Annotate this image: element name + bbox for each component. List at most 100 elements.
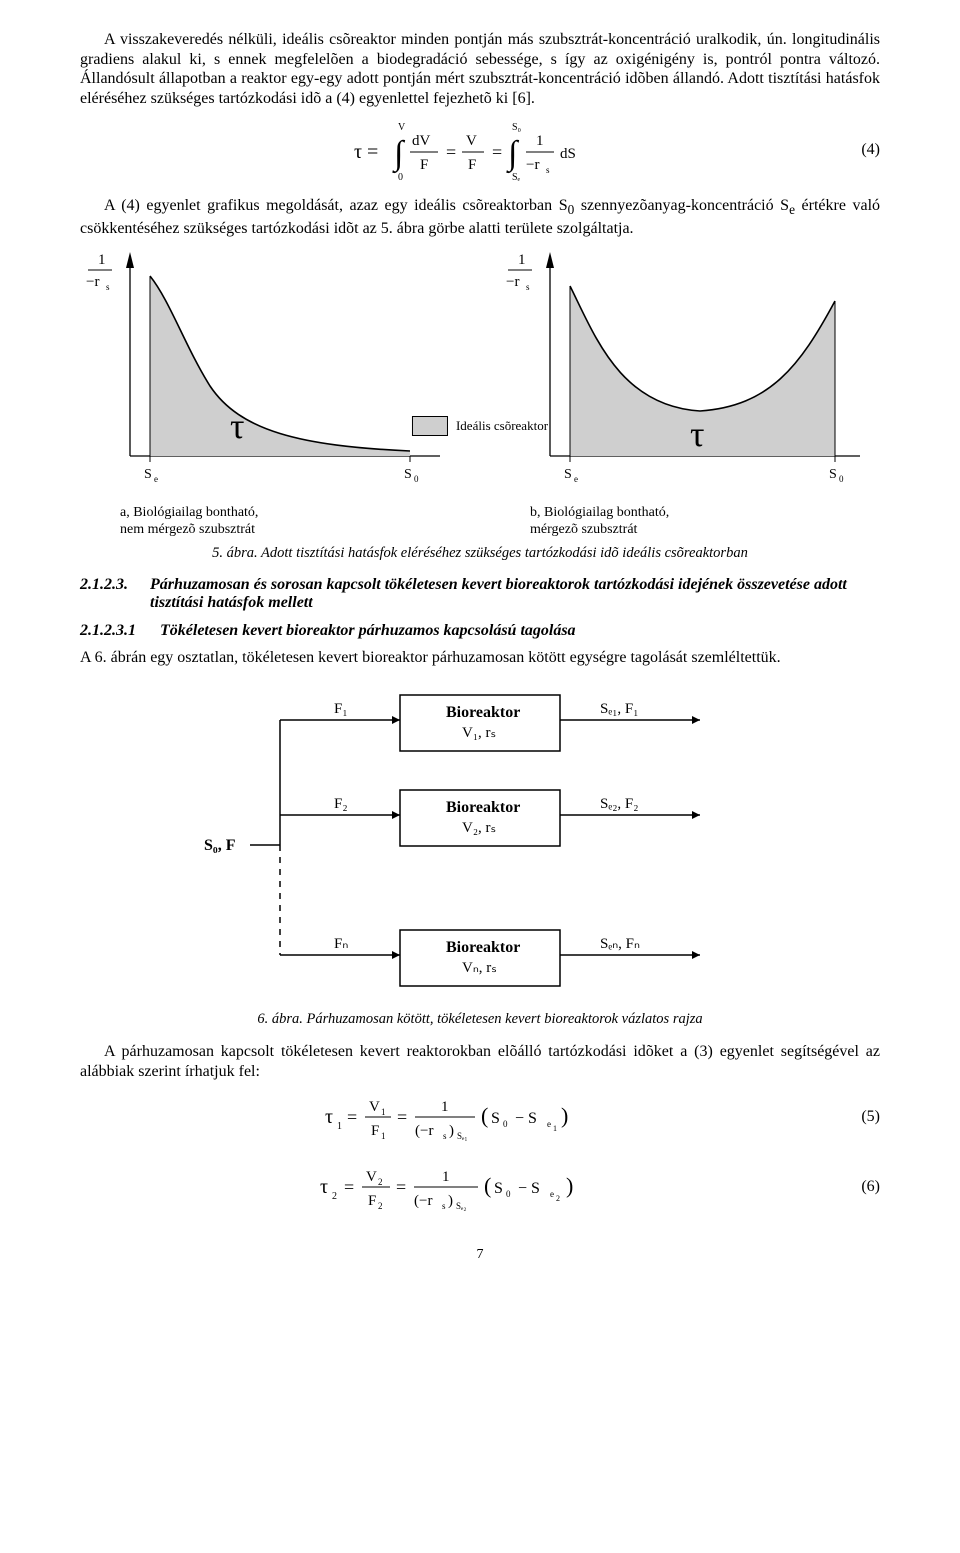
equation-5: τ 1 = V 1 F 1 = 1 (−r s ) Sₑ₁ ( S 0 − S … [80,1087,880,1147]
svg-text:): ) [561,1103,568,1128]
svg-text:τ: τ [230,406,244,446]
svg-text:V₂, rₛ: V₂, rₛ [462,820,496,836]
svg-text:S: S [564,467,572,482]
svg-text:(−r: (−r [415,1123,433,1139]
svg-text:): ) [448,1193,453,1209]
svg-text:(: ( [484,1173,491,1198]
section-2-1-2-3-num: 2.1.2.3. [80,576,150,612]
svg-text:(: ( [481,1103,488,1128]
svg-text:Sₑ₂, F₂: Sₑ₂, F₂ [600,796,639,812]
figure-6: S₀, F F₁ Bioreaktor V₁, rₛ Sₑ₁, F₁ F₂ Bi… [80,675,880,1005]
svg-text:s: s [526,282,530,292]
figure-5-sub-a: a, Biológiailag bontható, nem mérgezõ sz… [80,505,470,539]
svg-text:0: 0 [414,474,419,484]
svg-text:2: 2 [378,1201,383,1211]
figure-5-legend-text: Ideális csõreaktor [456,418,548,434]
svg-text:S: S [404,467,412,482]
svg-text:Vₙ, rₛ: Vₙ, rₛ [462,960,497,976]
svg-text:Sₑ₁, F₁: Sₑ₁, F₁ [600,701,639,717]
svg-text:0: 0 [398,172,403,183]
svg-text:0: 0 [503,1119,508,1129]
svg-text:Sₑ: Sₑ [512,172,521,183]
figure-5-legend: Ideális csõreaktor [412,416,548,436]
svg-text:Sₑₙ, Fₙ: Sₑₙ, Fₙ [600,936,640,952]
legend-swatch-icon [412,416,448,436]
svg-text:S: S [494,1180,503,1197]
svg-text:F: F [420,157,428,173]
svg-text:V: V [366,1169,377,1185]
svg-text:F₁: F₁ [334,701,348,717]
paragraph-2: A (4) egyenlet grafikus megoldását, azaz… [80,196,880,238]
svg-text:Fₙ: Fₙ [334,936,348,952]
svg-text:1: 1 [98,252,106,268]
svg-text:2: 2 [556,1194,560,1203]
svg-text:=: = [344,1177,354,1197]
svg-text:τ =: τ = [354,141,378,163]
svg-text:τ: τ [320,1176,328,1198]
svg-text:V: V [466,133,477,149]
svg-text:s: s [106,282,110,292]
svg-text:dS: dS [560,146,576,162]
svg-text:−r: −r [86,274,99,290]
equation-4: τ = ∫ V 0 dV F = V F = ∫ S₀ Sₑ 1 −r s dS [80,114,880,186]
figure-5-title: 5. ábra. Adott tisztítási hatásfok eléré… [80,545,880,562]
svg-text:s: s [442,1201,446,1211]
section-2-1-2-3-1-text: Tökéletesen kevert bioreaktor párhuzamos… [160,622,880,640]
svg-text:∫: ∫ [506,135,520,174]
paragraph-2-part-b: szennyezõanyag-koncentráció S [574,197,789,214]
svg-text:s: s [546,165,550,175]
svg-text:S: S [144,467,152,482]
svg-text:0: 0 [506,1189,511,1199]
section-2-1-2-3-text: Párhuzamosan és sorosan kapcsolt tökélet… [150,576,880,612]
svg-text:1: 1 [441,1099,449,1115]
svg-text:Sₑ₁: Sₑ₁ [457,1131,467,1141]
svg-text:1: 1 [518,252,526,268]
svg-text:=: = [492,142,502,162]
svg-text:s: s [443,1131,447,1141]
svg-text:τ: τ [325,1106,333,1128]
equation-6-number: (6) [861,1178,880,1196]
svg-text:=: = [397,1107,407,1127]
svg-text:2: 2 [378,1177,383,1187]
svg-text:1: 1 [553,1124,557,1133]
svg-text:F: F [371,1123,379,1139]
svg-text:V: V [398,122,406,133]
svg-text:1: 1 [381,1107,386,1117]
paragraph-3: A 6. ábrán egy osztatlan, tökéletesen ke… [80,648,880,668]
section-2-1-2-3-1-heading: 2.1.2.3.1 Tökéletesen kevert bioreaktor … [80,622,880,640]
svg-text:): ) [449,1123,454,1139]
svg-text:=: = [347,1107,357,1127]
page-number: 7 [80,1247,880,1263]
svg-text:2: 2 [332,1191,337,1202]
svg-text:e: e [550,1189,554,1199]
svg-text:− S: − S [515,1110,537,1127]
svg-text:e: e [154,474,158,484]
svg-text:=: = [396,1177,406,1197]
section-2-1-2-3-1-num: 2.1.2.3.1 [80,622,160,640]
equation-5-number: (5) [861,1108,880,1126]
svg-text:=: = [446,142,456,162]
paragraph-1: A visszakeveredés nélküli, ideális csõre… [80,30,880,108]
svg-text:Bioreaktor: Bioreaktor [446,704,520,721]
paragraph-2-part-a: A (4) egyenlet grafikus megoldását, azaz… [104,197,568,214]
figure-6-title: 6. ábra. Párhuzamosan kötött, tökéletese… [80,1011,880,1028]
svg-text:1: 1 [536,133,544,149]
figure-5-chart-a: 1 −r s τ [80,246,460,496]
svg-text:dV: dV [412,133,431,149]
svg-text:V₁, rₛ: V₁, rₛ [462,725,496,741]
svg-text:1: 1 [381,1131,386,1141]
figure-5-sub-b: b, Biológiailag bontható, mérgezõ szubsz… [470,505,880,539]
svg-text:e: e [547,1119,551,1129]
svg-text:τ: τ [690,414,704,454]
svg-text:(−r: (−r [414,1193,432,1209]
svg-text:F: F [468,157,476,173]
paragraph-4: A párhuzamosan kapcsolt tökéletesen keve… [80,1042,880,1081]
figure-6-diagram: S₀, F F₁ Bioreaktor V₁, rₛ Sₑ₁, F₁ F₂ Bi… [200,675,760,1005]
svg-text:Bioreaktor: Bioreaktor [446,939,520,956]
svg-text:−r: −r [506,274,519,290]
svg-text:e: e [574,474,578,484]
svg-text:F: F [368,1193,376,1209]
svg-text:): ) [566,1173,573,1198]
svg-text:1: 1 [442,1169,450,1185]
figure-5: 1 −r s τ [80,246,880,562]
